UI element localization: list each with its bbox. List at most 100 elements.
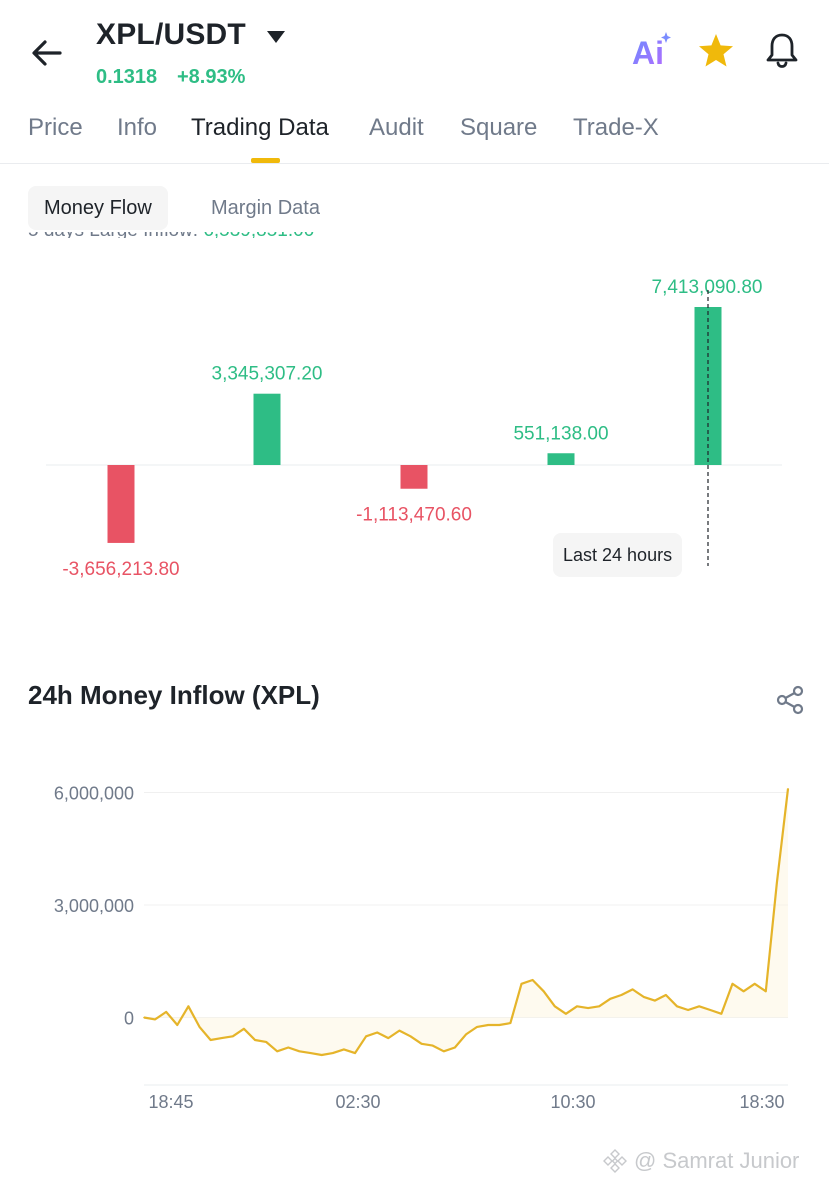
- data-point-2: [154, 1018, 156, 1021]
- y-tick-label-3: 0: [124, 1009, 134, 1029]
- data-point-56: [753, 982, 756, 985]
- data-point-30: [465, 1033, 467, 1036]
- data-point-14: [287, 1046, 290, 1049]
- data-point-22: [376, 1031, 378, 1034]
- data-point-46: [642, 996, 645, 998]
- favorite-star-icon[interactable]: [697, 32, 735, 70]
- tab-square[interactable]: Square: [460, 114, 538, 141]
- data-point-53: [720, 1012, 723, 1015]
- data-point-31: [476, 1026, 478, 1028]
- data-point-36: [531, 979, 534, 981]
- data-point-47: [653, 999, 656, 1002]
- data-point-12: [265, 1041, 267, 1043]
- data-point-21: [365, 1035, 367, 1038]
- data-point-19: [343, 1048, 345, 1051]
- data-point-3: [165, 1011, 168, 1013]
- data-point-5: [187, 1005, 190, 1008]
- tab-info[interactable]: Info: [117, 114, 158, 141]
- caret-down-icon[interactable]: [266, 30, 286, 44]
- ai-label: Ai: [632, 35, 664, 71]
- data-point-37: [542, 990, 545, 993]
- share-icon[interactable]: [774, 684, 806, 716]
- data-point-59: [787, 787, 789, 790]
- data-point-35: [520, 982, 523, 985]
- subtab-money-flow[interactable]: Money Flow: [28, 186, 168, 230]
- data-point-4: [176, 1024, 179, 1026]
- x-tick-label-1: 18:45: [148, 1092, 193, 1112]
- tab-trade-x[interactable]: Trade-X: [573, 114, 659, 141]
- data-point-34: [509, 1022, 512, 1024]
- data-point-27: [431, 1044, 434, 1047]
- data-point-13: [276, 1050, 279, 1053]
- watermark-text: @ Samrat Junior: [634, 1148, 800, 1173]
- data-point-26: [420, 1042, 423, 1045]
- data-point-9: [232, 1035, 234, 1038]
- money-flow-bar-chart[interactable]: -3,656,213.80 3,345,307.20 -1,113,470.60 55…: [0, 250, 829, 610]
- data-point-18: [331, 1052, 334, 1054]
- data-point-1: [143, 1016, 145, 1019]
- back-arrow-icon[interactable]: [28, 34, 66, 72]
- data-point-6: [198, 1026, 201, 1028]
- data-point-33: [498, 1024, 501, 1026]
- tab-trading-data[interactable]: Trading Data: [191, 114, 329, 141]
- data-point-17: [320, 1054, 323, 1056]
- bar-label-2: 3,345,307.20: [212, 364, 323, 385]
- price-change: +8.93%: [177, 66, 246, 88]
- data-point-54: [731, 982, 734, 985]
- sub-tabs: Money Flow Margin Data: [0, 186, 829, 232]
- data-point-44: [620, 994, 623, 996]
- bar-3: [400, 465, 428, 489]
- watermark: @ Samrat Junior: [602, 1148, 799, 1174]
- data-point-10: [243, 1027, 245, 1030]
- data-point-32: [487, 1024, 490, 1026]
- data-point-50: [687, 1009, 689, 1011]
- data-point-11: [254, 1039, 256, 1041]
- data-point-42: [598, 1005, 601, 1008]
- bar-label-4: 551,138.00: [513, 423, 608, 444]
- data-point-20: [354, 1052, 356, 1054]
- data-point-45: [631, 988, 634, 991]
- money-inflow-line-chart[interactable]: 6,000,000 3,000,000 0 18:45 02:30 10:30 18:30: [0, 760, 829, 1120]
- data-point-24: [398, 1029, 401, 1032]
- data-point-51: [698, 1005, 700, 1008]
- active-tab-indicator: [251, 158, 280, 163]
- bar-4: [547, 453, 575, 465]
- data-point-52: [709, 1009, 712, 1011]
- main-tabs: Price Info Trading Data Audit Square Tra…: [0, 108, 829, 164]
- bar-2: [253, 393, 281, 465]
- y-tick-label-1: 6,000,000: [54, 784, 134, 804]
- trading-pair-title[interactable]: XPL/USDT: [96, 18, 246, 51]
- data-point-38: [554, 1005, 556, 1008]
- chart-tooltip: Last 24 hours: [553, 533, 683, 577]
- data-point-41: [587, 1007, 589, 1009]
- data-point-57: [764, 990, 767, 993]
- data-point-39: [565, 1012, 567, 1015]
- app-header: XPL/USDT 0.1318 +8.93% Ai: [0, 0, 829, 100]
- data-point-15: [298, 1050, 301, 1053]
- data-point-29: [454, 1046, 456, 1049]
- data-point-28: [442, 1050, 445, 1053]
- data-point-23: [387, 1037, 390, 1039]
- bar-1: [107, 465, 135, 543]
- data-point-48: [665, 994, 667, 996]
- series-area: [144, 788, 788, 1055]
- last-price: 0.1318: [96, 66, 158, 88]
- data-point-43: [609, 997, 612, 1000]
- data-point-55: [742, 990, 745, 993]
- tab-audit[interactable]: Audit: [369, 114, 424, 141]
- x-tick-label-3: 10:30: [550, 1092, 595, 1112]
- bar-label-3: -1,113,470.60: [356, 505, 472, 526]
- bar-label-5: 7,413,090.80: [652, 277, 763, 298]
- data-point-16: [309, 1052, 312, 1054]
- data-point-49: [676, 1005, 678, 1008]
- subtab-margin-data[interactable]: Margin Data: [211, 197, 320, 219]
- ai-assistant-icon[interactable]: Ai: [630, 30, 672, 72]
- data-point-58: [776, 881, 778, 884]
- bar-label-1: -3,656,213.80: [62, 559, 179, 580]
- notification-bell-icon[interactable]: [762, 30, 802, 70]
- section-title: 24h Money Inflow (XPL): [28, 680, 320, 710]
- x-tick-label-4: 18:30: [739, 1092, 784, 1112]
- data-point-8: [220, 1037, 223, 1039]
- x-tick-label-2: 02:30: [335, 1092, 380, 1112]
- tab-price[interactable]: Price: [28, 114, 83, 141]
